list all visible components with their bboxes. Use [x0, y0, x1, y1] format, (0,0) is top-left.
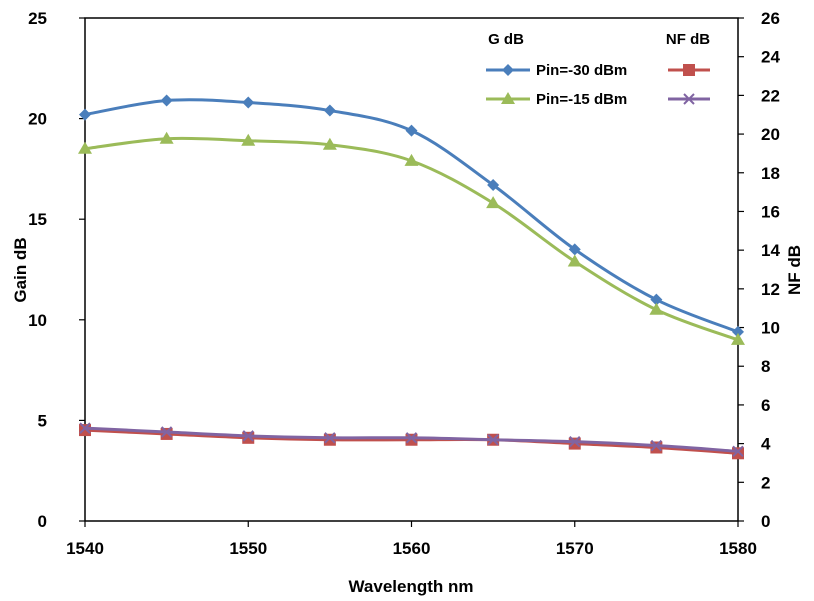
legend-header-nf: NF dB	[666, 31, 710, 48]
y-left-tick-label: 20	[28, 110, 47, 129]
data-point	[650, 441, 663, 454]
y-right-tick-label: 8	[761, 357, 770, 376]
series-gain-pin-15	[78, 131, 745, 345]
data-point	[405, 433, 418, 446]
data-point	[79, 424, 91, 437]
y-right-tick-label: 12	[761, 280, 780, 299]
ticks-layer: 1540 1550 1560 1570 158005101520250246810121…	[28, 9, 780, 558]
data-point	[568, 243, 581, 256]
series-layer	[78, 94, 745, 460]
data-point	[568, 437, 581, 450]
legend-swatch-marker	[502, 64, 514, 76]
y-left-tick-label: 25	[28, 9, 47, 28]
data-point	[160, 426, 173, 438]
data-point	[404, 153, 419, 166]
y-left-tick-label: 5	[38, 411, 47, 430]
x-tick-label: 1570	[556, 539, 594, 558]
data-point	[650, 439, 663, 452]
y-right-tick-label: 2	[761, 473, 770, 492]
y-left-tick-label: 0	[38, 512, 47, 531]
legend-swatch-marker	[683, 93, 695, 105]
x-axis-title: Wavelength nm	[349, 577, 474, 596]
legend: G dB NF dB Pin=-30 dBm Pin=-15 dBm	[486, 31, 710, 108]
data-point	[241, 133, 256, 146]
y-right-axis-title: NF dB	[785, 245, 804, 295]
legend-label: Pin=-30 dBm	[536, 62, 627, 79]
y-right-tick-label: 18	[761, 164, 780, 183]
data-point	[405, 124, 418, 137]
data-point	[649, 302, 664, 315]
data-point	[487, 178, 500, 191]
y-right-tick-label: 26	[761, 9, 780, 28]
y-right-tick-label: 4	[761, 435, 771, 454]
data-point	[732, 445, 744, 458]
data-point	[569, 435, 581, 448]
y-right-tick-label: 22	[761, 86, 780, 105]
y-right-tick-label: 6	[761, 396, 770, 415]
data-point	[486, 196, 501, 209]
x-tick-label: 1560	[393, 539, 431, 558]
data-point	[731, 332, 745, 345]
y-left-tick-label: 10	[28, 311, 47, 330]
legend-item-nf	[668, 64, 710, 76]
data-point	[79, 108, 91, 121]
data-point	[405, 432, 418, 444]
y-right-tick-label: 14	[761, 241, 780, 260]
series-gain-pin-30	[79, 94, 744, 338]
legend-label: Pin=-15 dBm	[536, 91, 627, 108]
data-point	[567, 254, 582, 267]
data-point	[323, 104, 336, 117]
data-point	[242, 431, 255, 444]
data-point	[242, 96, 255, 109]
data-point	[322, 137, 337, 150]
x-tick-label: 1540	[66, 539, 104, 558]
x-tick-label: 1580	[719, 539, 757, 558]
legend-item-nf	[668, 93, 710, 105]
y-right-tick-label: 20	[761, 125, 780, 144]
series-nf-pin-15	[79, 422, 744, 458]
y-right-tick-label: 24	[761, 48, 780, 67]
y-left-axis-title: Gain dB	[11, 237, 30, 302]
y-left-tick-label: 15	[28, 210, 47, 229]
data-point	[650, 293, 663, 306]
legend-item-gain: Pin=-30 dBm	[486, 62, 627, 79]
data-point	[160, 427, 173, 440]
legend-header-gain: G dB	[488, 31, 524, 48]
data-point	[732, 447, 744, 460]
series-nf-pin-30	[79, 424, 744, 460]
data-point	[242, 430, 254, 442]
y-right-tick-label: 10	[761, 319, 780, 338]
series-line	[84, 136, 739, 342]
data-point	[79, 422, 91, 434]
data-point	[732, 325, 744, 338]
data-point	[323, 433, 336, 446]
data-point	[78, 141, 92, 154]
legend-item-gain: Pin=-15 dBm	[486, 91, 627, 108]
y-right-tick-label: 16	[761, 202, 780, 221]
y-right-tick-label: 0	[761, 512, 770, 531]
data-point	[487, 434, 499, 446]
data-point	[324, 432, 336, 444]
x-tick-label: 1550	[229, 539, 267, 558]
legend-swatch-marker	[683, 64, 695, 76]
data-point	[160, 94, 173, 107]
data-point	[159, 131, 174, 144]
legend-swatch-marker	[501, 92, 515, 104]
